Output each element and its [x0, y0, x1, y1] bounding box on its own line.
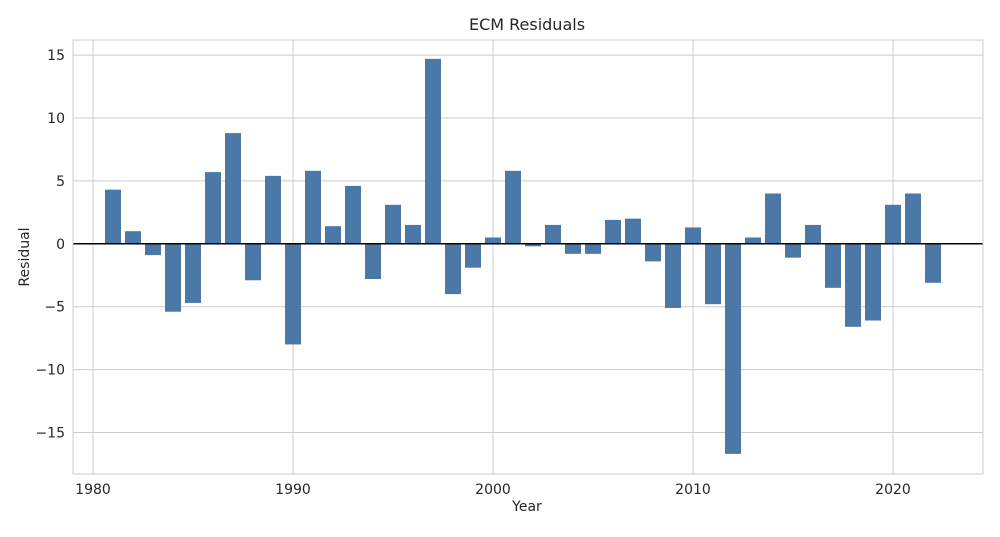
y-tick-label: −15 [35, 425, 65, 441]
residual-bar [705, 243, 721, 305]
x-tick-label: 2000 [475, 482, 511, 498]
residual-bar [285, 243, 301, 345]
residual-bar [725, 243, 741, 454]
x-tick-label: 2010 [675, 482, 711, 498]
residual-bar [205, 172, 221, 244]
y-tick-label: −5 [44, 300, 65, 316]
residual-bar [145, 243, 161, 256]
y-tick-label: 5 [56, 174, 65, 190]
y-tick-label: 15 [47, 48, 65, 64]
residual-bar [405, 224, 421, 244]
x-tick-label: 2020 [875, 482, 911, 498]
residual-bar [825, 243, 841, 288]
residual-bar [325, 226, 341, 244]
residual-bar [505, 170, 521, 244]
y-tick-label: 10 [47, 111, 65, 127]
residual-bar [565, 243, 581, 254]
residual-bar [125, 231, 141, 244]
residual-bar [465, 243, 481, 268]
residual-bar [545, 224, 561, 244]
y-axis-label: Residual [17, 227, 33, 286]
x-tick-label: 1990 [275, 482, 311, 498]
residual-bar [365, 243, 381, 280]
plot-frame [72, 39, 984, 475]
residual-bar [605, 219, 621, 244]
y-tick-label: −10 [35, 363, 65, 379]
residual-bar [165, 243, 181, 312]
bars [105, 58, 941, 454]
x-axis-label: Year [511, 499, 542, 515]
residual-bar [105, 189, 121, 244]
residual-bar [265, 175, 281, 244]
residual-bar [845, 243, 861, 327]
residual-bar [645, 243, 661, 262]
residual-bar [765, 193, 781, 244]
residual-bar [385, 204, 401, 244]
residual-bar [245, 243, 261, 281]
y-tick-labels: −15 −10 −5 0 5 10 15 [35, 48, 65, 441]
residual-bar [745, 237, 761, 244]
residual-bar [865, 243, 881, 321]
chart-title: ECM Residuals [469, 15, 585, 34]
residual-bar [905, 193, 921, 244]
residual-bar [225, 133, 241, 244]
residual-bar [425, 58, 441, 244]
x-tick-labels: 1980 1990 2000 2010 2020 [75, 482, 911, 498]
residual-bar [585, 243, 601, 254]
residual-bar [885, 204, 901, 244]
residual-bar [785, 243, 801, 258]
y-tick-label: 0 [56, 237, 65, 253]
residual-bar [445, 243, 461, 295]
residual-bar [185, 243, 201, 303]
residual-bar [665, 243, 681, 308]
residual-bar [925, 243, 941, 283]
x-tick-label: 1980 [75, 482, 111, 498]
residual-bar [685, 227, 701, 244]
residual-bar [305, 170, 321, 244]
residual-bar [485, 237, 501, 244]
residual-bar [805, 224, 821, 244]
residual-bar [345, 185, 361, 244]
residual-bar [525, 243, 541, 247]
residual-bar [625, 218, 641, 244]
